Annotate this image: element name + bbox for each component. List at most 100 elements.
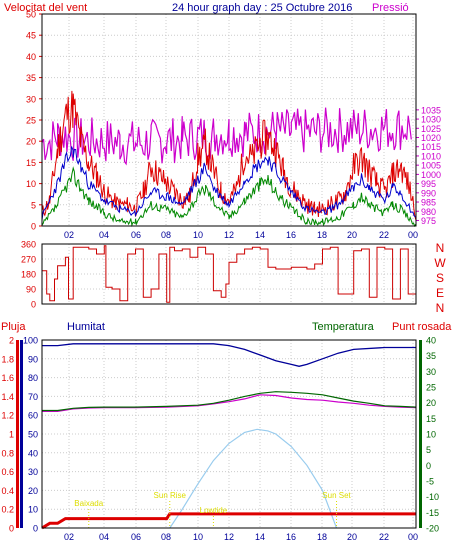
hour-tick-label: 06 (131, 532, 141, 542)
temperature-tick-label: -10 (426, 492, 439, 502)
wind-speed-tick-label: 10 (26, 179, 36, 189)
direction-tick-label: 90 (26, 285, 36, 295)
compass-label: E (436, 286, 444, 300)
annotation-label: Baixada (74, 499, 103, 508)
hour-tick-label: 02 (64, 532, 74, 542)
solar-curve-line (169, 428, 338, 529)
direction-plot-frame (41, 243, 417, 305)
pressure-title: Pressió (372, 2, 409, 14)
humidity-tick-label: 40 (28, 448, 38, 458)
humidity-tick-label: 0 (33, 524, 38, 534)
pressure-tick-label: 1020 (421, 133, 441, 143)
humidity-axis-title: Humitat (67, 321, 105, 333)
wind-direction-series-line (42, 245, 417, 303)
rain-tick-label: 1.2 (1, 411, 14, 421)
temperature-tick-label: 0 (426, 461, 431, 471)
humidity-axis-bar (20, 340, 23, 528)
hour-tick-label: 00 (408, 532, 418, 542)
hour-tick-label: 14 (255, 532, 265, 542)
temperature-series-line (42, 391, 417, 412)
compass-label: S (436, 271, 444, 285)
rain-tick-label: 2 (9, 336, 14, 346)
pressure-tick-label: 990 (421, 188, 436, 198)
pressure-tick-label: 1015 (421, 142, 441, 152)
hour-tick-label: 14 (255, 230, 265, 240)
temperature-tick-label: -15 (426, 508, 439, 518)
humidity-tick-label: 70 (28, 392, 38, 402)
rain-tick-label: 1 (9, 430, 14, 440)
rain-axis-bar (16, 340, 19, 528)
temperature-tick-label: -5 (426, 477, 434, 487)
direction-tick-label: 360 (21, 240, 36, 250)
direction-tick-label: 0 (31, 300, 36, 310)
temperature-tick-label: 5 (426, 445, 431, 455)
temperature-tick-label: 15 (426, 414, 436, 424)
temperature-tick-label: 25 (426, 383, 436, 393)
thp-plot-frame (41, 339, 417, 529)
rain-tick-label: 0.4 (1, 486, 14, 496)
temperature-tick-label: 30 (426, 367, 436, 377)
rain-tick-label: 0 (9, 524, 14, 534)
humidity-series-line (42, 343, 416, 367)
pressure-tick-label: 1005 (421, 161, 441, 171)
rain-tick-label: 0.2 (1, 505, 14, 515)
hour-tick-label: 06 (131, 230, 141, 240)
direction-tick-label: 180 (21, 270, 36, 280)
pressure-tick-label: 985 (421, 198, 436, 208)
temperature-tick-label: 40 (426, 336, 436, 346)
dewpoint-axis-title: Punt rosada (392, 321, 452, 333)
temperature-tick-label: 10 (426, 430, 436, 440)
chart-main-title: 24 hour graph day : 25 Octubre 2016 (172, 2, 352, 14)
humidity-tick-label: 30 (28, 467, 38, 477)
wind-speed-tick-label: 45 (26, 31, 36, 41)
hour-tick-label: 20 (347, 532, 357, 542)
wind-average-series-line (41, 146, 416, 221)
pressure-tick-label: 1000 (421, 170, 441, 180)
hour-tick-label: 10 (193, 532, 203, 542)
humidity-tick-label: 10 (28, 505, 38, 515)
pressure-tick-label: 1010 (421, 151, 441, 161)
wind-speed-tick-label: 35 (26, 73, 36, 83)
wind-speed-tick-label: 15 (26, 158, 36, 168)
hour-tick-label: 16 (286, 532, 296, 542)
wind-speed-tick-label: 50 (26, 10, 36, 20)
humidity-tick-label: 20 (28, 486, 38, 496)
annotation-label: Lowtide (200, 506, 228, 515)
wind-speed-tick-label: 25 (26, 116, 36, 126)
wind-speed-tick-label: 0 (31, 222, 36, 232)
hour-tick-label: 02 (64, 230, 74, 240)
pressure-tick-label: 995 (421, 179, 436, 189)
hour-tick-label: 18 (317, 532, 327, 542)
direction-tick-label: 270 (21, 255, 36, 265)
temperature-axis-title: Temperatura (312, 321, 375, 333)
compass-label: N (436, 301, 445, 315)
temperature-tick-label: 35 (426, 351, 436, 361)
rain-tick-label: 1.4 (1, 392, 14, 402)
wind-speed-tick-label: 20 (26, 137, 36, 147)
pressure-tick-label: 980 (421, 207, 436, 217)
rain-tick-label: 1.8 (1, 354, 14, 364)
temperature-axis-bar (419, 340, 422, 528)
humidity-tick-label: 80 (28, 373, 38, 383)
hour-tick-label: 04 (99, 230, 109, 240)
annotation-label: Sun Set (322, 491, 351, 500)
hour-tick-label: 08 (161, 230, 171, 240)
pressure-tick-label: 1025 (421, 124, 441, 134)
hour-tick-label: 22 (379, 532, 389, 542)
hour-tick-label: 12 (224, 532, 234, 542)
rain-tick-label: 0.8 (1, 448, 14, 458)
humidity-tick-label: 50 (28, 430, 38, 440)
hour-tick-label: 22 (379, 230, 389, 240)
compass-label: N (436, 241, 445, 255)
wind-speed-tick-label: 40 (26, 52, 36, 62)
wind-low-series-line (41, 166, 417, 228)
annotation-label: Sun Rise (154, 491, 187, 500)
hour-tick-label: 18 (317, 230, 327, 240)
wind-speed-tick-label: 30 (26, 94, 36, 104)
hour-tick-label: 08 (161, 532, 171, 542)
temperature-tick-label: 20 (426, 398, 436, 408)
hour-tick-label: 16 (286, 230, 296, 240)
